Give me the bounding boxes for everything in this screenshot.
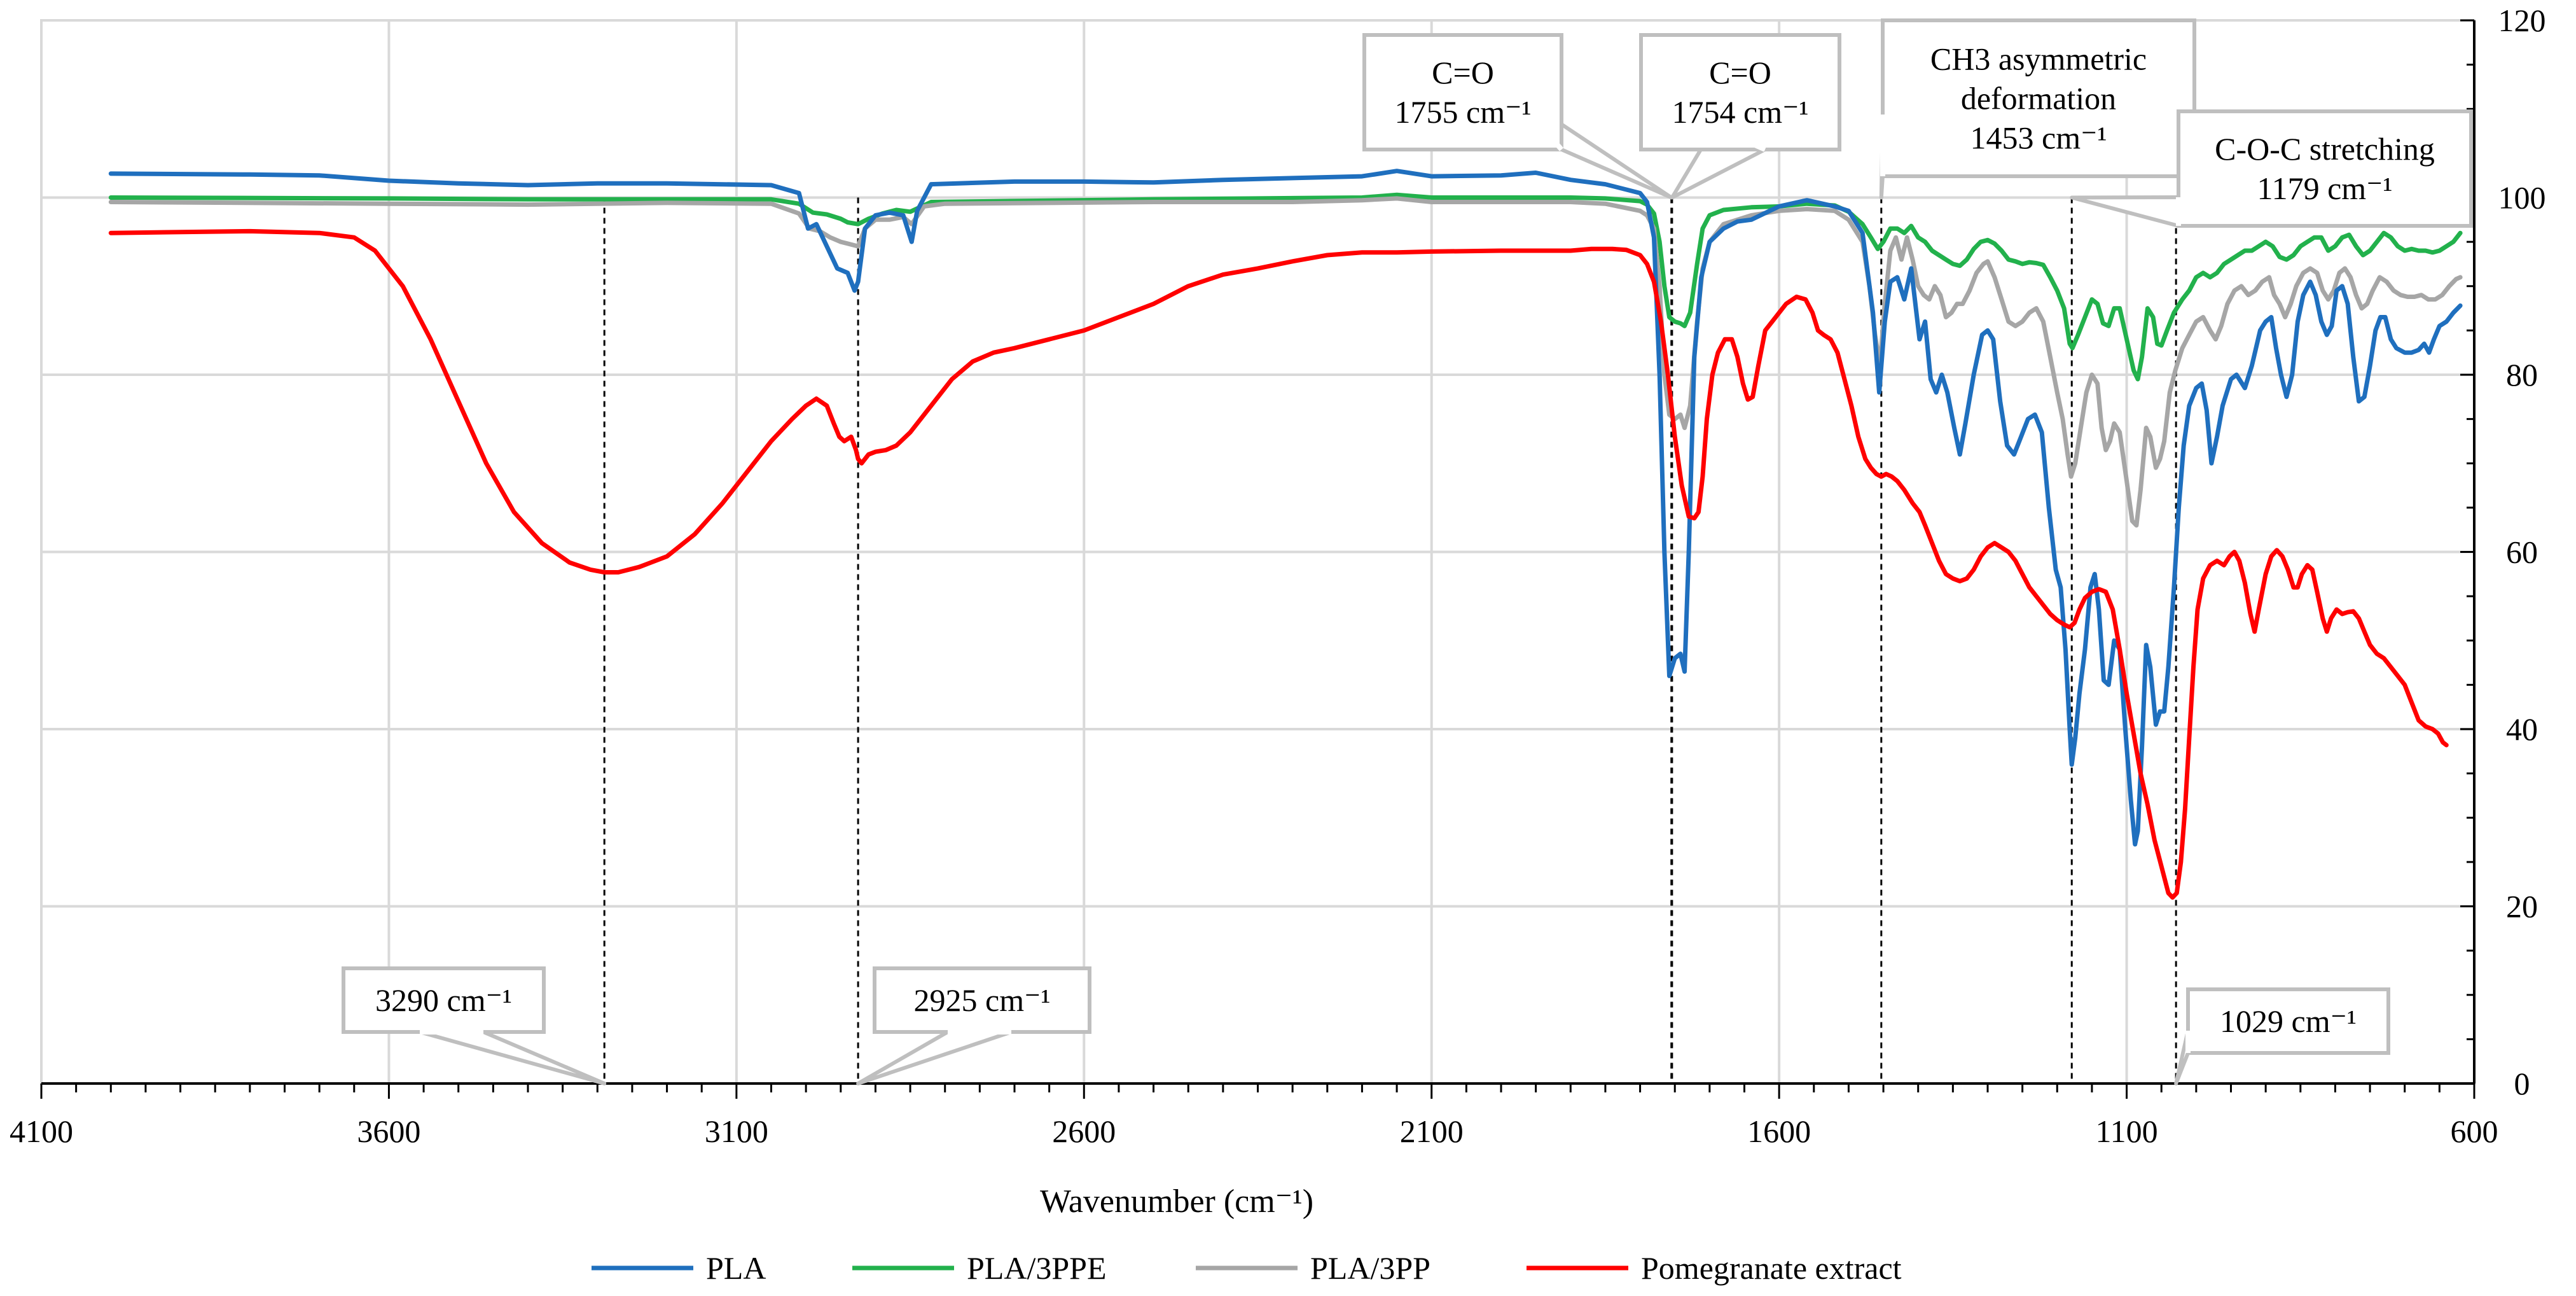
x-tick-label: 4100 <box>10 1113 73 1149</box>
y-tick-label: 120 <box>2498 3 2546 38</box>
annotation-callout: CH3 asymmetric deformation 1453 cm⁻¹ <box>1879 18 2196 200</box>
annotation-callout: C-O-C stretching 1179 cm⁻¹ <box>2070 109 2473 228</box>
annotation-label: C=O <box>1432 55 1494 90</box>
x-tick-label: 2600 <box>1052 1113 1116 1149</box>
legend-item-pla-3pp: PLA/3PP <box>1196 1250 1430 1286</box>
legend-item-pomegranate-extract: Pomegranate extract <box>1527 1250 1902 1286</box>
legend-label: PLA/3PP <box>1310 1250 1430 1286</box>
annotation-label: 1179 cm⁻¹ <box>2257 171 2392 206</box>
series-line-pla-3pp <box>108 196 2463 528</box>
x-axis-title: Wavenumber (cm⁻¹) <box>1040 1183 1313 1220</box>
series-line-pla <box>108 169 2463 847</box>
annotation-joint <box>1713 125 1766 152</box>
legend: PLA PLA/3PPE PLA/3PP Pomegranate extract <box>592 1250 1902 1286</box>
annotation-box <box>2177 109 2473 228</box>
series-line-pla-3ppe <box>108 192 2463 382</box>
annotation-box <box>2186 987 2390 1055</box>
annotation-label: 1029 cm⁻¹ <box>2220 1003 2357 1039</box>
annotation-label: CH3 asymmetric <box>1930 41 2147 77</box>
legend-item-pla-3ppe: PLA/3PPE <box>852 1250 1107 1286</box>
axis-layer: 4100 3600 3100 2600 2100 1600 1100 600 0 20 40 60 80… <box>10 3 2546 1149</box>
y-tick-label: 100 <box>2498 180 2546 216</box>
annotation-callout: 1029 cm⁻¹ <box>2174 987 2390 1085</box>
y-tick-label: 40 <box>2506 711 2538 747</box>
annotation-label: 3290 cm⁻¹ <box>375 982 512 1018</box>
annotation-callout: C=O 1755 cm⁻¹ <box>1362 33 1673 200</box>
series-layer <box>108 169 2463 900</box>
y-tick-label: 0 <box>2514 1066 2530 1101</box>
x-tick-label: 600 <box>2451 1113 2498 1149</box>
annotation-label: deformation <box>1961 81 2116 116</box>
x-tick-label: 2100 <box>1400 1113 1464 1149</box>
annotation-label: C=O <box>1709 55 1771 90</box>
y-tick-label: 60 <box>2506 534 2538 570</box>
annotation-label: 1453 cm⁻¹ <box>1970 120 2107 156</box>
annotation-label: 2925 cm⁻¹ <box>914 982 1051 1018</box>
reference-lines <box>603 197 2177 1083</box>
annotation-label: C-O-C stretching <box>2215 131 2435 167</box>
annotation-box <box>1639 33 1841 151</box>
x-tick-label: 1600 <box>1747 1113 1811 1149</box>
annotation-box <box>1881 18 2196 178</box>
callout-layer: 3290 cm⁻¹ 2925 cm⁻¹ C=O 1755 cm⁻¹ C=O 1754 cm… <box>342 18 2473 1085</box>
x-tick-label: 1100 <box>2095 1113 2157 1149</box>
legend-label: Pomegranate extract <box>1641 1250 1902 1286</box>
x-tick-label: 3600 <box>357 1113 420 1149</box>
annotation-label: 1754 cm⁻¹ <box>1672 94 1809 130</box>
legend-label: PLA/3PPE <box>967 1250 1107 1286</box>
legend-label: PLA <box>706 1250 766 1286</box>
annotation-box <box>1362 33 1563 151</box>
y-tick-label: 80 <box>2506 357 2538 393</box>
x-tick-label: 3100 <box>705 1113 768 1149</box>
annotation-joint <box>1506 87 1564 151</box>
annotation-callout: 3290 cm⁻¹ <box>342 966 607 1085</box>
annotation-callout: 2925 cm⁻¹ <box>856 966 1091 1085</box>
series-line-pomegranate-extract <box>108 228 2449 900</box>
y-tick-label: 20 <box>2506 889 2538 924</box>
legend-item-pla: PLA <box>592 1250 766 1286</box>
annotation-callout: C=O 1754 cm⁻¹ <box>1639 33 1841 200</box>
annotation-label: 1755 cm⁻¹ <box>1395 94 1532 130</box>
